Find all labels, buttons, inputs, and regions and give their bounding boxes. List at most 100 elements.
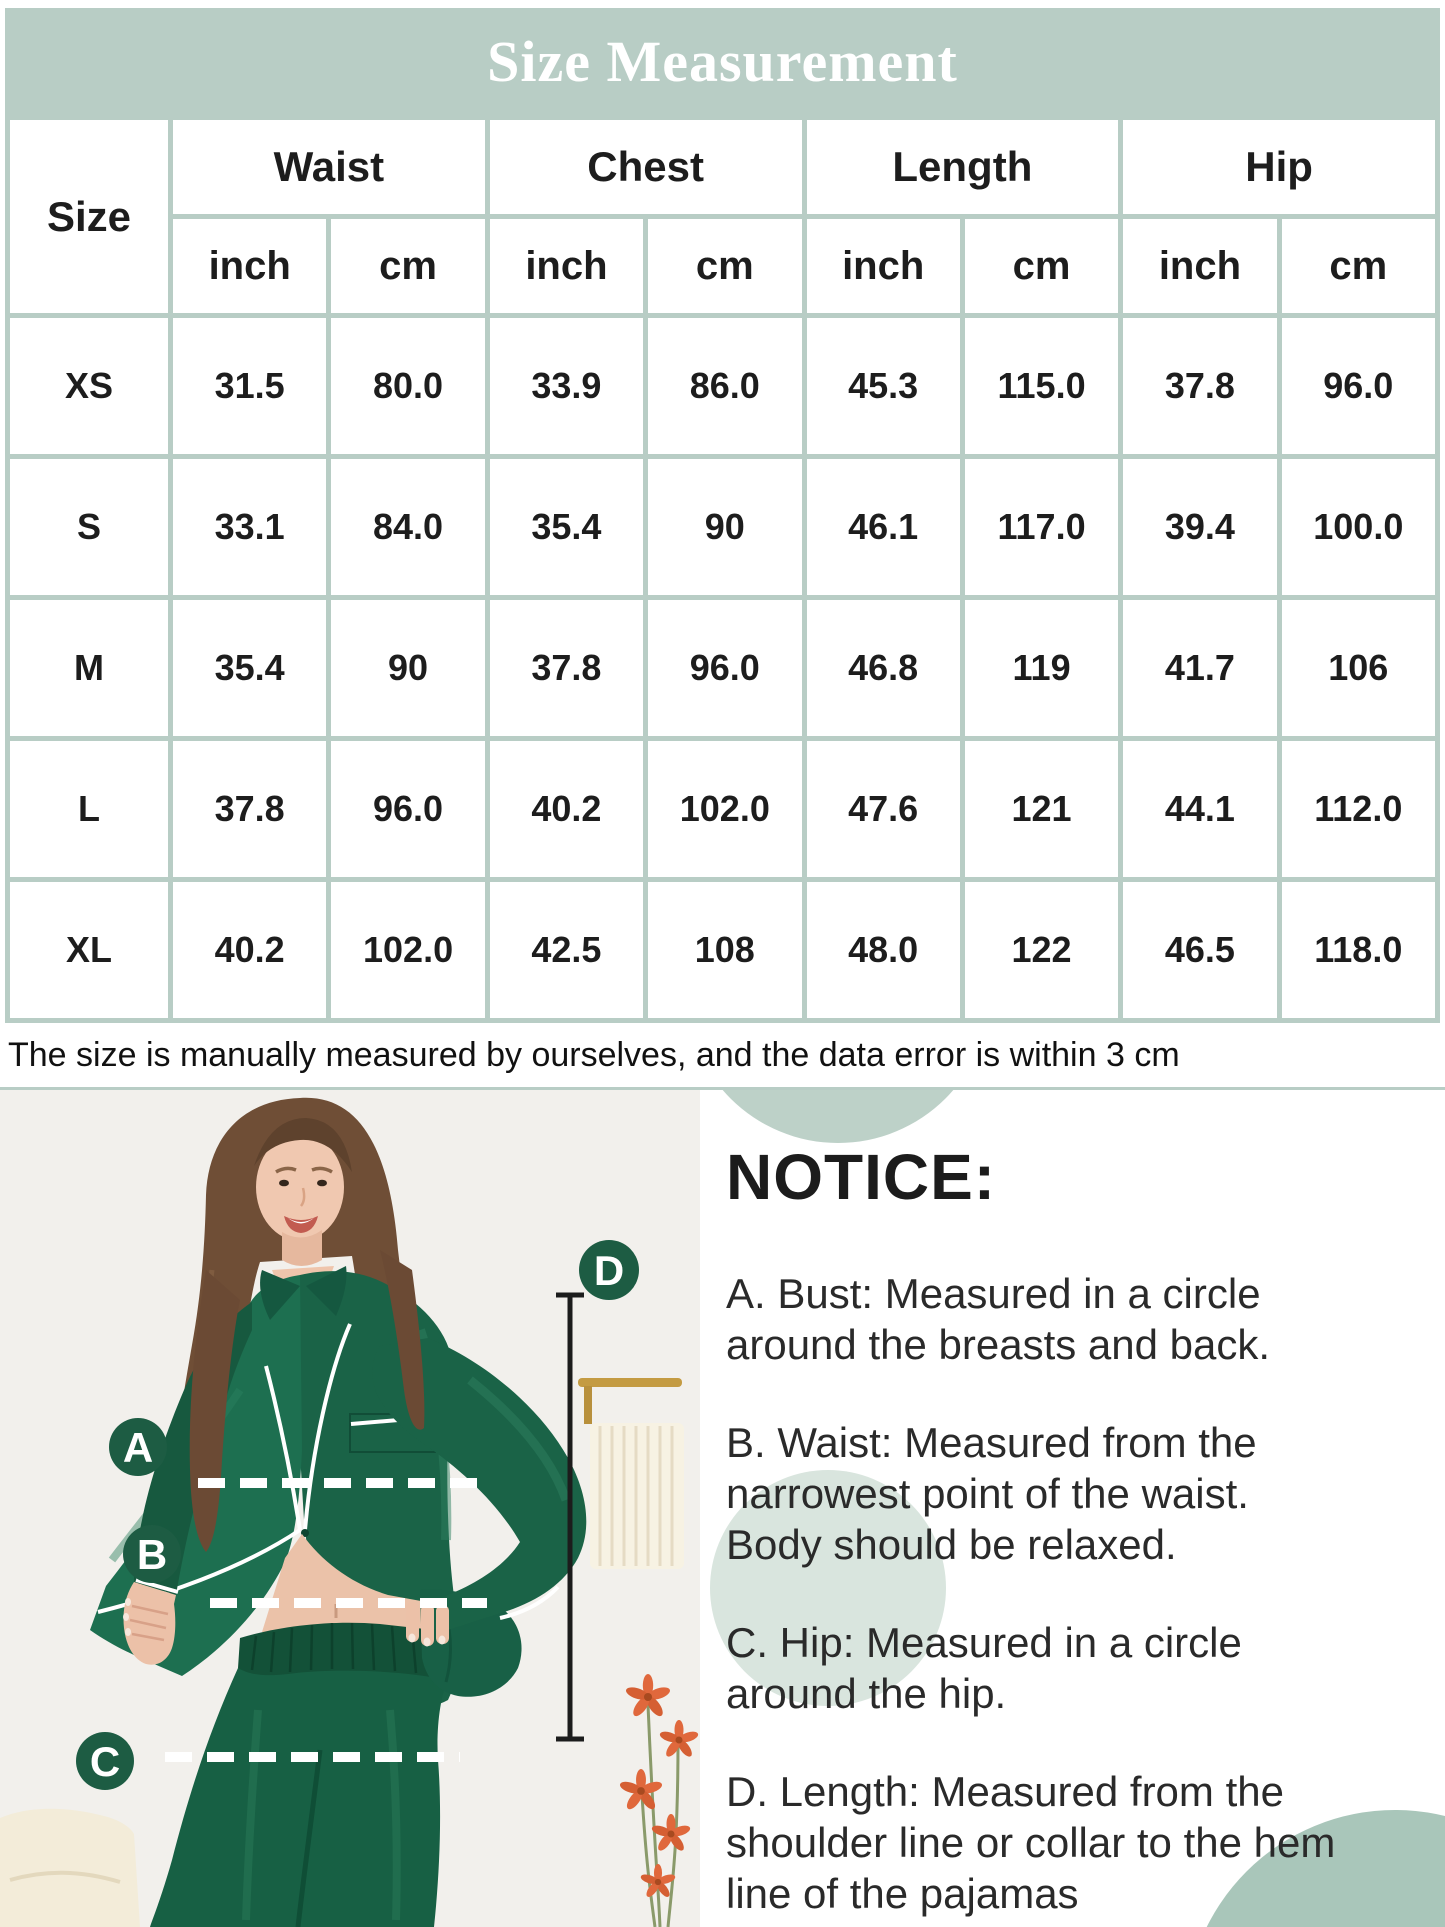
table-row: L 37.8 96.0 40.2 102.0 47.6 121 44.1 112… bbox=[10, 741, 1435, 877]
table-cell: 117.0 bbox=[964, 459, 1119, 595]
table-cell: 33.9 bbox=[489, 318, 644, 454]
unit-header: cm bbox=[331, 219, 485, 313]
notice-line: B. Waist: Measured from the bbox=[726, 1419, 1257, 1466]
hair bbox=[173, 1097, 415, 1564]
notice-item-waist: B. Waist: Measured from the narrowest po… bbox=[726, 1417, 1415, 1570]
notice-item-length: D. Length: Measured from the shoulder li… bbox=[726, 1766, 1415, 1919]
size-cell: XL bbox=[10, 882, 168, 1018]
notice-line: D. Length: Measured from the bbox=[726, 1768, 1284, 1815]
table-cell: 96.0 bbox=[331, 741, 485, 877]
lamp bbox=[578, 1378, 684, 1569]
table-cell: 122 bbox=[964, 882, 1119, 1018]
table-cell: 102.0 bbox=[331, 882, 485, 1018]
unit-header: inch bbox=[173, 219, 327, 313]
marker-a: A bbox=[109, 1418, 167, 1476]
table-cell: 39.4 bbox=[1123, 459, 1277, 595]
table-cell: 118.0 bbox=[1281, 882, 1435, 1018]
size-column-header: Size bbox=[10, 120, 168, 313]
title-banner: Size Measurement bbox=[5, 8, 1440, 115]
table-unit-header-row: inch cm inch cm inch cm inch cm bbox=[10, 219, 1435, 313]
table-cell: 35.4 bbox=[173, 600, 327, 736]
table-cell: 102.0 bbox=[648, 741, 802, 877]
marker-c-letter: C bbox=[90, 1738, 120, 1785]
group-header-waist: Waist bbox=[173, 120, 485, 214]
notice-line: around the breasts and back. bbox=[726, 1321, 1271, 1368]
page-title: Size Measurement bbox=[487, 29, 958, 94]
size-cell: XS bbox=[10, 318, 168, 454]
table-cell: 119 bbox=[964, 600, 1119, 736]
notice-line: around the hip. bbox=[726, 1670, 1007, 1717]
table-cell: 100.0 bbox=[1281, 459, 1435, 595]
group-header-length: Length bbox=[806, 120, 1119, 214]
neck bbox=[282, 1230, 322, 1266]
front-hair bbox=[254, 1118, 352, 1172]
model-photo: A B C D bbox=[0, 1090, 700, 1927]
marker-c: C bbox=[76, 1732, 134, 1790]
notice-line: narrowest point of the waist. bbox=[726, 1470, 1249, 1517]
marker-b-letter: B bbox=[137, 1531, 167, 1578]
group-header-chest: Chest bbox=[489, 120, 802, 214]
unit-header: inch bbox=[489, 219, 644, 313]
table-cell: 46.1 bbox=[806, 459, 960, 595]
table-row: S 33.1 84.0 35.4 90 46.1 117.0 39.4 100.… bbox=[10, 459, 1435, 595]
notice-item-hip: C. Hip: Measured in a circle around the … bbox=[726, 1617, 1415, 1719]
table-cell: 33.1 bbox=[173, 459, 327, 595]
table-cell: 45.3 bbox=[806, 318, 960, 454]
table-cell: 108 bbox=[648, 882, 802, 1018]
table-group-header-row: Size Waist Chest Length Hip bbox=[10, 120, 1435, 313]
table-cell: 37.8 bbox=[489, 600, 644, 736]
table-cell: 121 bbox=[964, 741, 1119, 877]
table-cell: 86.0 bbox=[648, 318, 802, 454]
flap-piping bbox=[97, 1528, 302, 1614]
bottom-section: A B C D bbox=[0, 1087, 1445, 1927]
size-cell: L bbox=[10, 741, 168, 877]
size-table: Size Waist Chest Length Hip inch cm inch… bbox=[5, 115, 1440, 1023]
notice-line: A. Bust: Measured in a circle bbox=[726, 1270, 1261, 1317]
table-cell: 112.0 bbox=[1281, 741, 1435, 877]
unit-header: cm bbox=[964, 219, 1119, 313]
table-cell: 84.0 bbox=[331, 459, 485, 595]
table-cell: 40.2 bbox=[489, 741, 644, 877]
table-cell: 96.0 bbox=[648, 600, 802, 736]
table-cell: 35.4 bbox=[489, 459, 644, 595]
collar-piping bbox=[303, 1323, 352, 1531]
eye bbox=[317, 1179, 327, 1187]
length-line bbox=[556, 1292, 584, 1742]
notice-line: shoulder line or collar to the hem bbox=[726, 1819, 1336, 1866]
table-cell: 90 bbox=[648, 459, 802, 595]
notice-item-bust: A. Bust: Measured in a circle around the… bbox=[726, 1268, 1415, 1370]
flowers bbox=[618, 1674, 700, 1927]
group-header-hip: Hip bbox=[1123, 120, 1435, 214]
sofa bbox=[0, 1808, 140, 1927]
notice-line: Body should be relaxed. bbox=[726, 1521, 1177, 1568]
table-cell: 96.0 bbox=[1281, 318, 1435, 454]
table-cell: 90 bbox=[331, 600, 485, 736]
table-cell: 37.8 bbox=[1123, 318, 1277, 454]
table-cell: 106 bbox=[1281, 600, 1435, 736]
pajama-pants bbox=[150, 1622, 455, 1927]
size-cell: M bbox=[10, 600, 168, 736]
table-cell: 44.1 bbox=[1123, 741, 1277, 877]
table-cell: 41.7 bbox=[1123, 600, 1277, 736]
model-photo-illustration: A B C D bbox=[0, 1090, 700, 1927]
marker-b: B bbox=[123, 1525, 181, 1583]
button bbox=[301, 1529, 309, 1537]
notice-panel: NOTICE: A. Bust: Measured in a circle ar… bbox=[700, 1090, 1445, 1927]
table-cell: 46.5 bbox=[1123, 882, 1277, 1018]
measurement-lines bbox=[165, 1292, 584, 1762]
table-cell: 31.5 bbox=[173, 318, 327, 454]
measurement-disclaimer: The size is manually measured by ourselv… bbox=[8, 1035, 1180, 1074]
marker-a-letter: A bbox=[123, 1424, 153, 1471]
table-cell: 115.0 bbox=[964, 318, 1119, 454]
size-cell: S bbox=[10, 459, 168, 595]
table-cell: 48.0 bbox=[806, 882, 960, 1018]
decorative-circle-middle bbox=[710, 1470, 946, 1706]
eye bbox=[279, 1179, 289, 1187]
table-row: XL 40.2 102.0 42.5 108 48.0 122 46.5 118… bbox=[10, 882, 1435, 1018]
notice-line: line of the pajamas bbox=[726, 1870, 1079, 1917]
table-row: XS 31.5 80.0 33.9 86.0 45.3 115.0 37.8 9… bbox=[10, 318, 1435, 454]
unit-header: inch bbox=[806, 219, 960, 313]
measurement-markers: A B C D bbox=[76, 1240, 639, 1790]
left-arm bbox=[372, 1338, 587, 1647]
